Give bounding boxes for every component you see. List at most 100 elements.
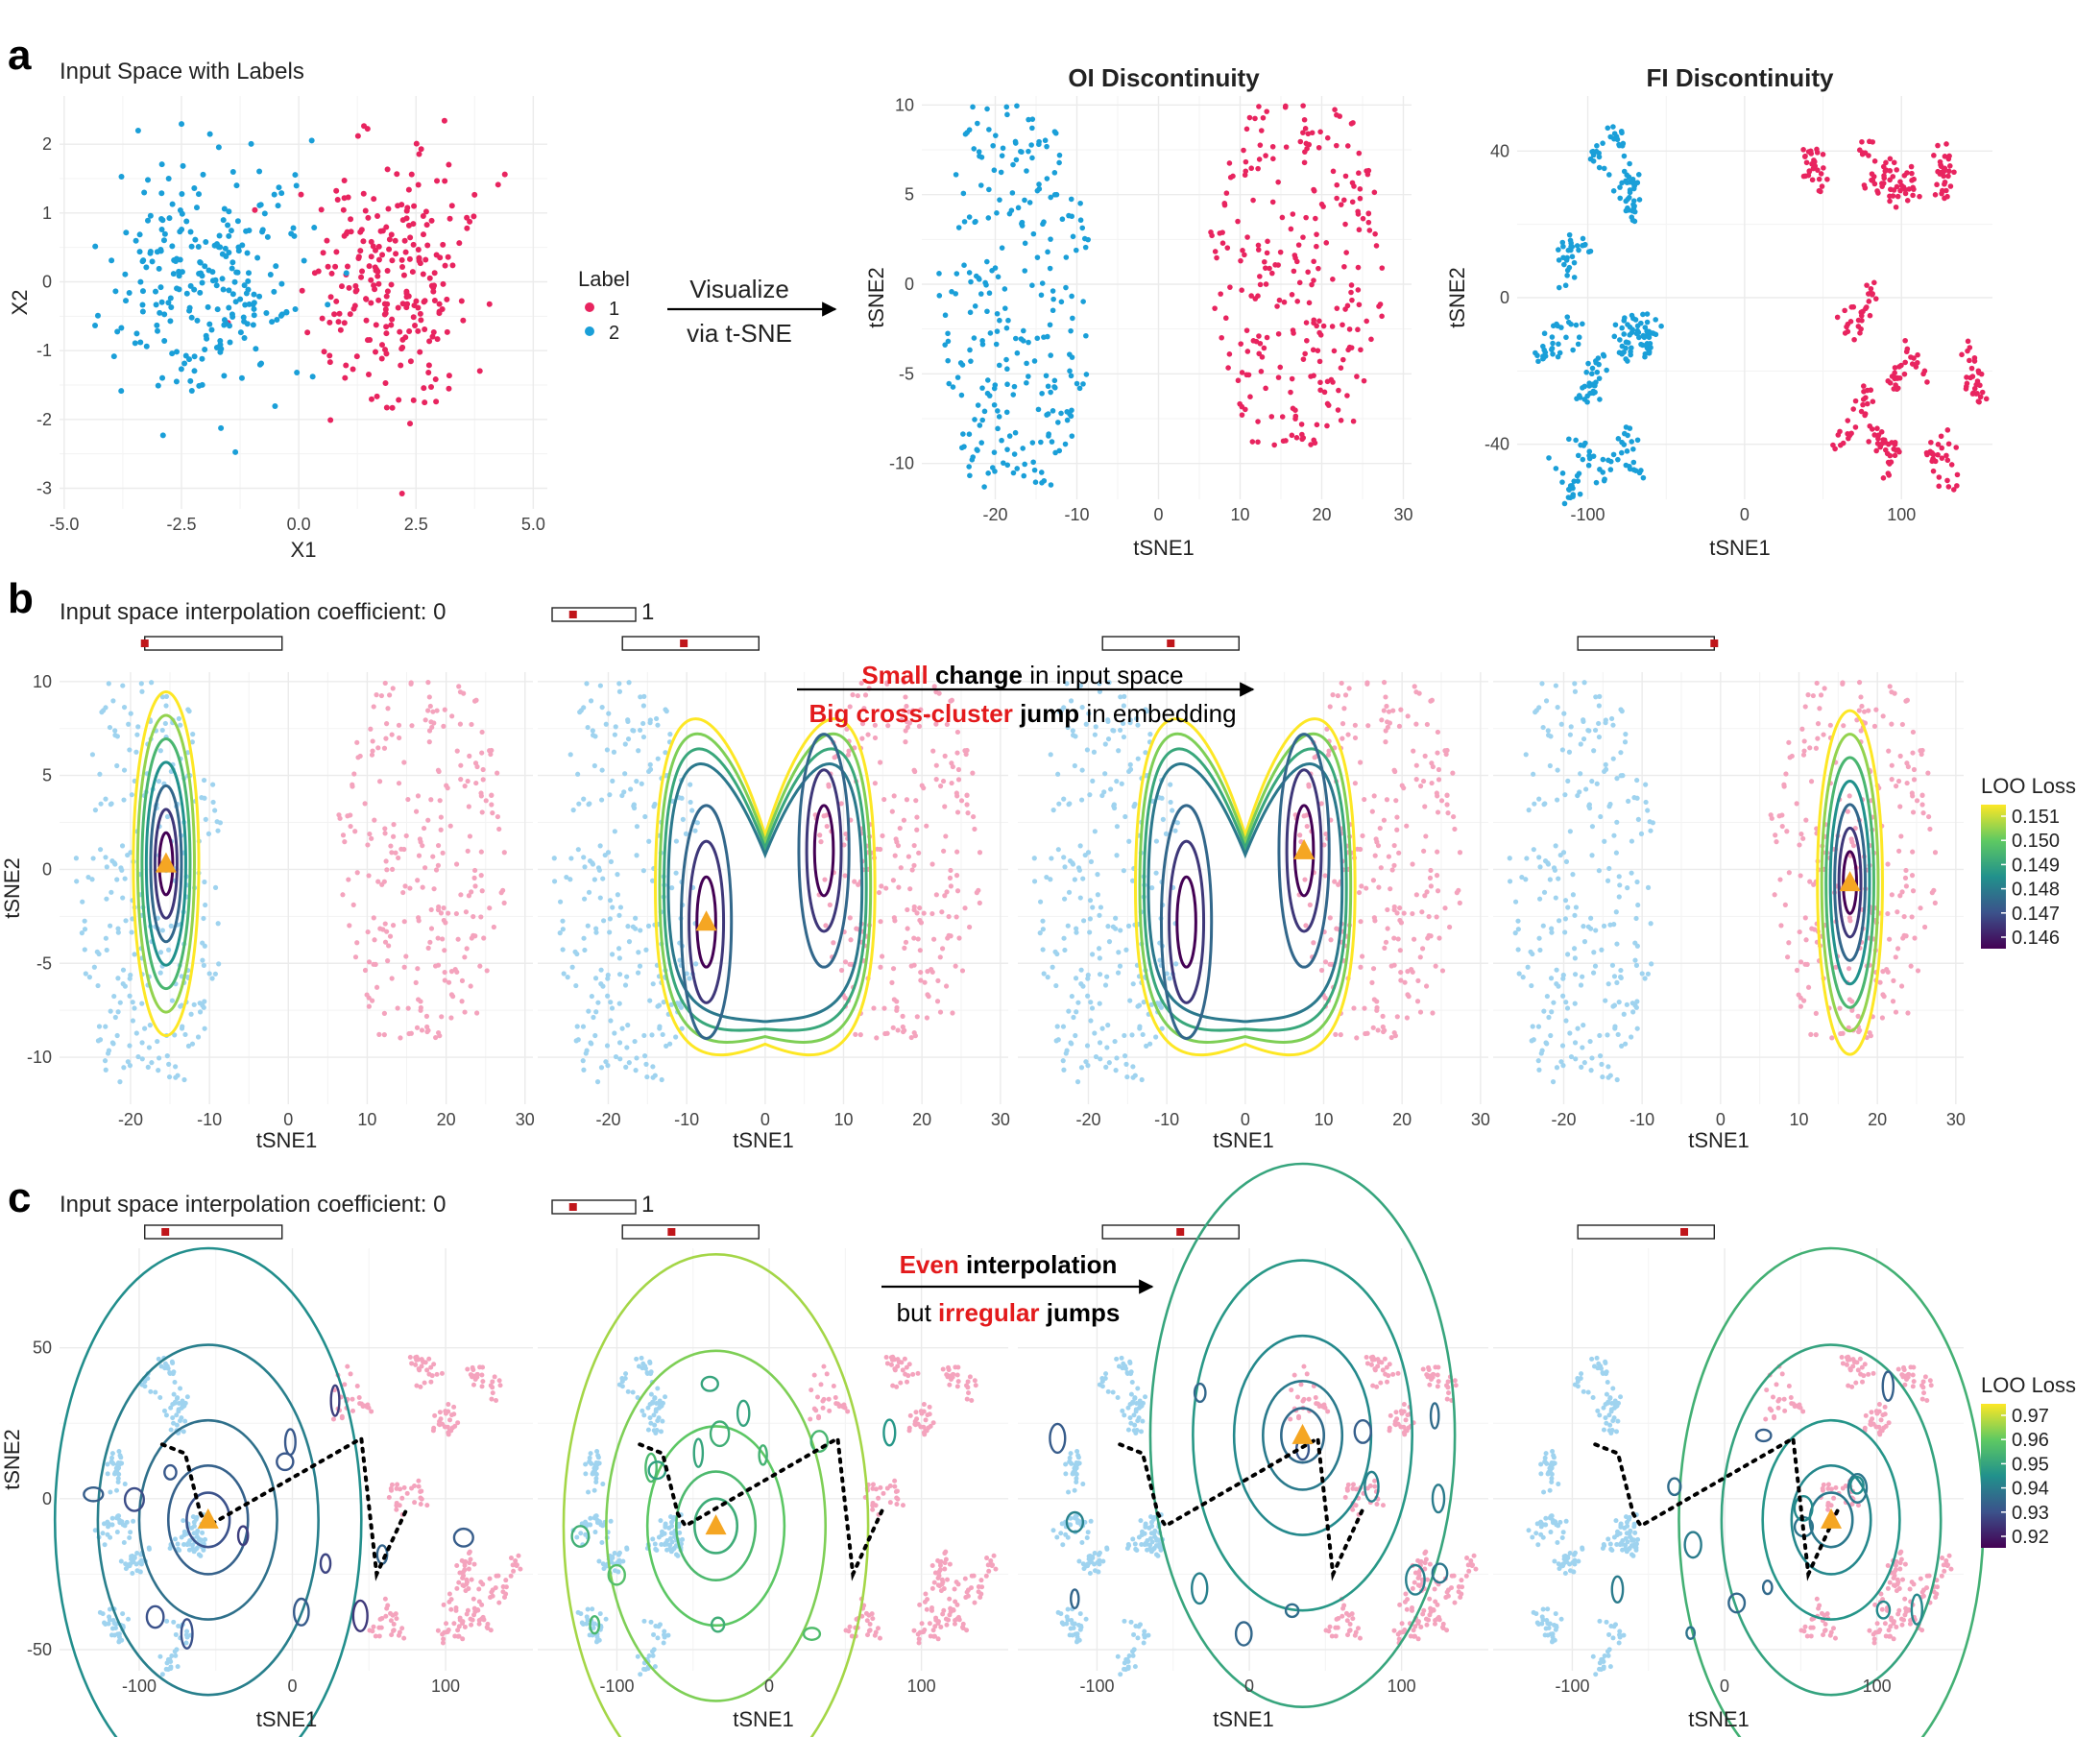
embed-point xyxy=(921,1402,927,1408)
embed-point xyxy=(126,1616,132,1622)
embed-point xyxy=(655,1386,661,1391)
embed-point xyxy=(457,721,463,727)
embed-point xyxy=(450,994,456,1000)
embed-point xyxy=(948,883,953,889)
embed-point xyxy=(1559,1043,1566,1049)
embed-point xyxy=(966,431,973,438)
embed-point xyxy=(1421,848,1427,854)
embed-point xyxy=(575,1609,581,1615)
embed-point xyxy=(1077,200,1083,206)
embed-point xyxy=(1297,138,1304,145)
embed-point xyxy=(1420,778,1427,784)
input-point xyxy=(335,319,342,326)
input-point xyxy=(326,359,333,366)
loss-contour xyxy=(157,831,175,897)
embed-point xyxy=(1340,736,1345,741)
embed-point xyxy=(1892,365,1898,371)
input-point xyxy=(206,131,213,137)
embed-point xyxy=(427,703,433,710)
embed-point xyxy=(833,1401,839,1407)
embed-point xyxy=(564,874,569,881)
embed-point xyxy=(1813,1032,1819,1038)
embed-point xyxy=(375,745,381,751)
embed-point xyxy=(446,1402,451,1408)
embed-point xyxy=(591,1487,597,1493)
embed-point xyxy=(1391,935,1397,941)
embed-point xyxy=(968,358,974,364)
embed-point xyxy=(843,831,849,837)
embed-point xyxy=(92,808,99,813)
embed-point xyxy=(428,797,434,803)
embed-point xyxy=(1549,1009,1555,1015)
embed-point xyxy=(1922,924,1928,930)
embed-point xyxy=(1224,245,1231,251)
embed-point xyxy=(1385,719,1390,725)
embed-point xyxy=(1339,680,1344,687)
input-point xyxy=(360,190,367,197)
embed-point xyxy=(1870,292,1875,298)
embed-point xyxy=(1515,918,1521,924)
embed-point xyxy=(1338,365,1344,371)
embed-point xyxy=(688,799,693,806)
embed-point xyxy=(401,919,407,925)
embed-point xyxy=(1561,500,1568,507)
embed-point xyxy=(599,1540,605,1546)
annotation-span: jump xyxy=(1013,699,1079,728)
embed-point xyxy=(1870,398,1876,404)
embed-point xyxy=(831,940,836,946)
embed-point xyxy=(1526,808,1532,813)
embed-point xyxy=(1306,784,1312,789)
embed-point xyxy=(1596,703,1602,709)
embed-point xyxy=(1611,135,1617,142)
embed-point xyxy=(1846,435,1851,442)
embed-point xyxy=(492,1374,497,1380)
embed-point xyxy=(1909,361,1916,367)
input-point xyxy=(422,399,428,406)
embed-point xyxy=(391,833,397,839)
input-point xyxy=(374,273,381,279)
embed-point xyxy=(1235,377,1242,384)
input-point xyxy=(360,238,367,245)
embed-point xyxy=(1412,684,1417,689)
embed-point xyxy=(114,1487,120,1493)
embed-point xyxy=(640,868,646,874)
embed-point xyxy=(1908,354,1914,360)
embed-point xyxy=(1610,188,1617,194)
embed-point xyxy=(921,785,927,791)
input-point xyxy=(177,207,183,214)
embed-point xyxy=(1293,435,1300,441)
embed-point xyxy=(1227,174,1234,181)
embed-point xyxy=(1380,1013,1386,1019)
embed-point xyxy=(1045,975,1050,980)
embed-point xyxy=(995,408,1001,414)
embed-point xyxy=(1235,218,1241,225)
input-point xyxy=(344,263,350,270)
embed-point xyxy=(1410,969,1415,975)
embed-point xyxy=(146,1045,153,1050)
embed-point xyxy=(848,937,854,943)
embed-point xyxy=(1885,441,1892,447)
embed-point xyxy=(446,1430,451,1435)
embed-point xyxy=(1849,839,1855,845)
embed-point xyxy=(1917,193,1922,200)
embed-point xyxy=(680,1536,686,1542)
embed-point xyxy=(1058,708,1064,713)
embed-point xyxy=(468,1616,473,1622)
embed-point xyxy=(438,910,445,916)
oi-xlabel: tSNE1 xyxy=(1133,536,1195,560)
input-point xyxy=(368,277,374,283)
embed-point xyxy=(667,1041,673,1047)
embed-point xyxy=(1624,1001,1629,1007)
embed-point xyxy=(1117,727,1123,734)
embed-point xyxy=(330,1416,336,1422)
embed-point xyxy=(1338,1032,1343,1038)
embed-point xyxy=(216,961,222,967)
embed-point xyxy=(1358,347,1364,353)
embed-point xyxy=(597,1519,603,1525)
embed-point xyxy=(1303,214,1309,221)
embed-point xyxy=(1614,776,1620,782)
embed-point xyxy=(395,1005,400,1011)
input-point xyxy=(256,168,263,175)
embed-point xyxy=(1123,947,1129,953)
input-point xyxy=(188,314,195,321)
